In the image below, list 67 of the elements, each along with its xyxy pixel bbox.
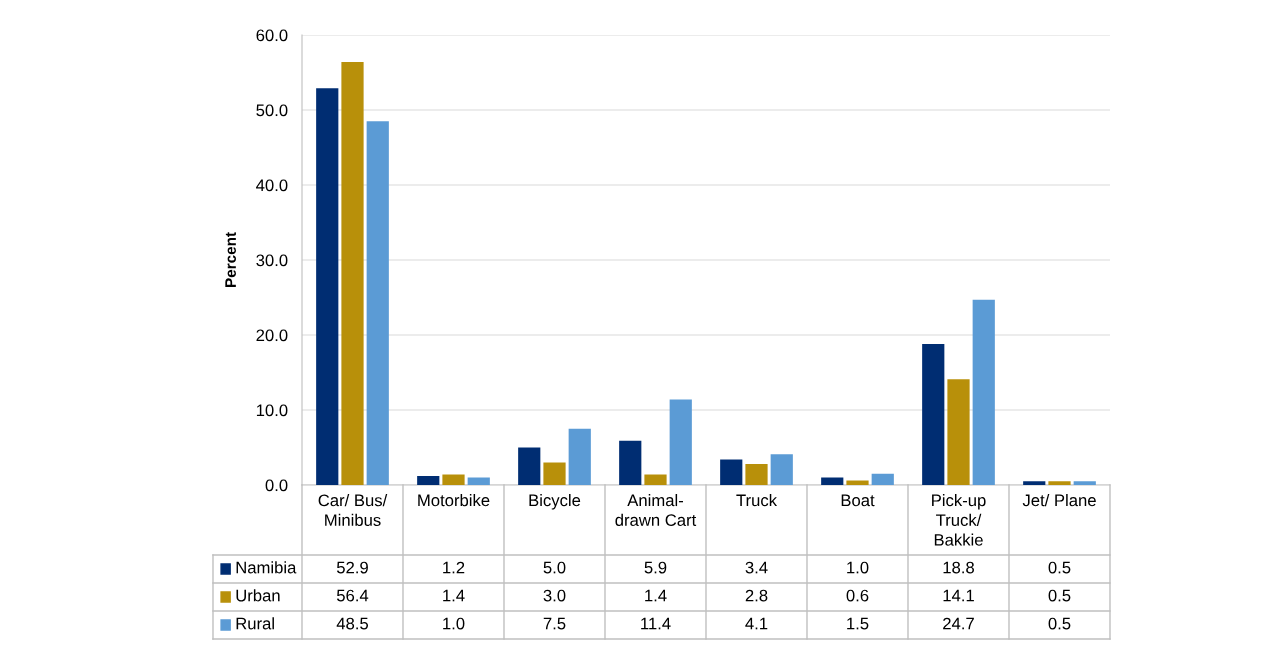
bar (366, 121, 389, 485)
data-label: 52.9 (336, 561, 368, 574)
legend-label: Urban (236, 589, 280, 602)
x-tick-label: Boat (841, 494, 875, 507)
bar (745, 464, 768, 485)
bar (543, 462, 566, 485)
bar (1048, 481, 1071, 485)
y-tick-label: 10.0 (256, 404, 288, 417)
y-tick-label: 40.0 (256, 179, 288, 192)
bar (518, 447, 541, 485)
data-label: 0.6 (846, 589, 869, 602)
bar (1073, 481, 1096, 485)
bar (442, 474, 465, 485)
bar (720, 459, 743, 485)
data-label: 18.8 (943, 561, 974, 574)
data-label: 14.1 (943, 589, 974, 602)
bar (972, 299, 995, 485)
data-label: 24.7 (943, 617, 974, 630)
y-tick-label: 60.0 (256, 29, 288, 42)
bar (922, 344, 945, 485)
x-tick-label: Car/ Bus/ Minibus (318, 494, 388, 527)
bar (619, 440, 642, 485)
data-label: 7.5 (543, 617, 566, 630)
bar (846, 480, 869, 485)
data-label: 11.4 (641, 617, 671, 630)
data-label: 48.5 (336, 617, 369, 630)
data-label: 1.0 (847, 561, 869, 574)
bar (341, 62, 364, 485)
y-tick-label: 0.0 (265, 479, 288, 492)
data-label: 1.4 (645, 589, 667, 602)
bar (1023, 481, 1046, 485)
y-axis-title: Percent (225, 232, 236, 287)
legend-label: Namibia (236, 561, 297, 574)
data-label: 1.2 (443, 561, 465, 574)
data-label: 4.1 (745, 617, 768, 630)
y-tick-label: 20.0 (256, 329, 288, 342)
bar (871, 473, 894, 485)
data-label: 1.4 (443, 589, 465, 602)
x-tick-label: Animal-drawn Cart (615, 494, 697, 527)
bar (417, 476, 440, 485)
bar (316, 88, 339, 485)
data-label: 0.5 (1048, 589, 1071, 602)
x-tick-label: Truck (736, 494, 778, 507)
bar (821, 477, 844, 485)
bar (568, 428, 591, 485)
bar (467, 477, 490, 485)
data-label: 56.4 (336, 589, 369, 602)
legend-label: Rural (236, 617, 274, 630)
x-tick-label: Bicycle (529, 494, 581, 510)
data-label: 5.0 (543, 561, 566, 574)
bar (770, 454, 793, 485)
data-label: 0.5 (1048, 617, 1071, 630)
data-label: 5.9 (644, 561, 667, 574)
bar (947, 379, 970, 485)
data-label: 3.0 (543, 589, 566, 602)
y-tick-label: 50.0 (256, 104, 288, 117)
y-tick-label: 30.0 (256, 254, 288, 267)
x-tick-label: Jet/ Plane (1022, 494, 1096, 507)
x-tick-label: Motorbike (418, 494, 490, 507)
data-label: 3.4 (745, 561, 768, 574)
bar (644, 474, 667, 485)
data-label: 1.0 (443, 617, 465, 630)
bar (669, 399, 692, 485)
data-label: 0.5 (1048, 561, 1071, 574)
data-label: 2.8 (745, 589, 768, 602)
data-label: 1.5 (847, 617, 869, 630)
x-tick-label: Pick-up Truck/ Bakkie (932, 494, 986, 546)
